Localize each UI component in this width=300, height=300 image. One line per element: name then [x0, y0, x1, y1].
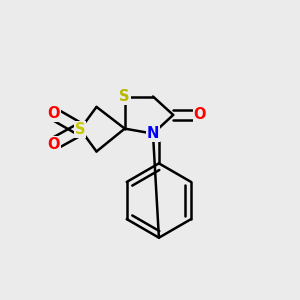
- Text: S: S: [119, 89, 130, 104]
- Text: N: N: [147, 126, 159, 141]
- Text: O: O: [47, 106, 60, 121]
- Text: O: O: [47, 136, 60, 152]
- Text: S: S: [75, 122, 86, 137]
- Text: O: O: [194, 107, 206, 122]
